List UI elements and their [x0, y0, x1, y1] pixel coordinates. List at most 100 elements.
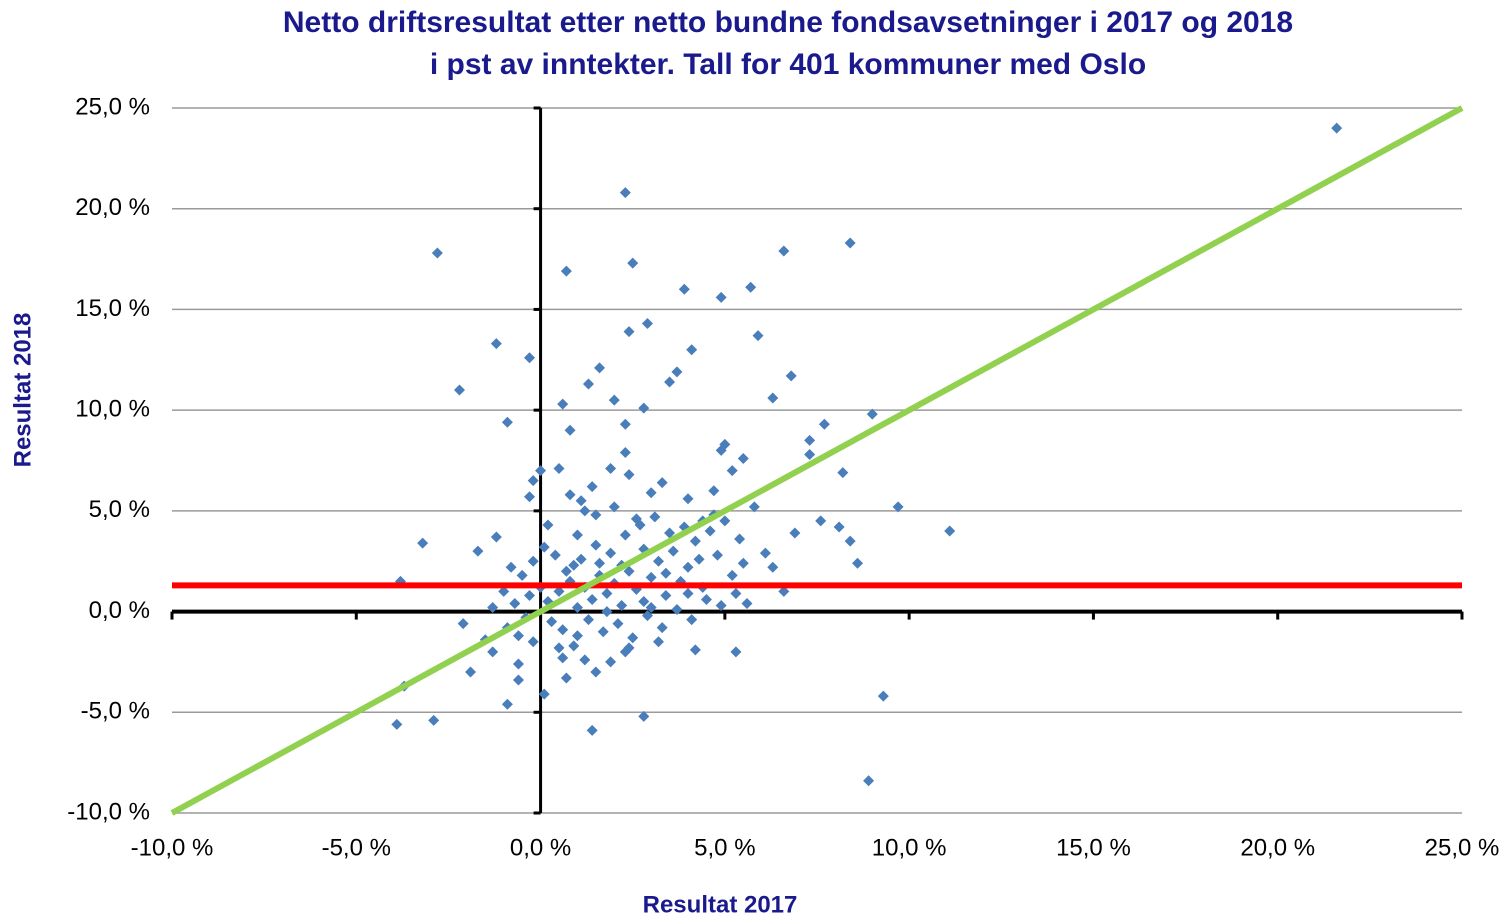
- point: [711, 549, 723, 561]
- point: [619, 418, 631, 430]
- point: [616, 600, 628, 612]
- point: [538, 688, 550, 700]
- point: [715, 600, 727, 612]
- point: [630, 513, 642, 525]
- point: [501, 416, 513, 428]
- y-tick-label: 5,0 %: [89, 496, 150, 523]
- point: [457, 618, 469, 630]
- x-tick-label: -10,0 %: [131, 834, 214, 861]
- point: [465, 666, 477, 678]
- point: [704, 525, 716, 537]
- point: [568, 559, 580, 571]
- point: [553, 642, 565, 654]
- point: [752, 330, 764, 342]
- point: [877, 690, 889, 702]
- point: [597, 626, 609, 638]
- point: [623, 469, 635, 481]
- point: [686, 614, 698, 626]
- chart-subtitle: i pst av inntekter. Tall for 401 kommune…: [430, 48, 1146, 81]
- point: [568, 640, 580, 652]
- point: [664, 527, 676, 539]
- point: [627, 257, 639, 269]
- x-tick-label: -5,0 %: [322, 834, 391, 861]
- y-tick-label: 0,0 %: [89, 597, 150, 624]
- point: [560, 565, 572, 577]
- point: [490, 338, 502, 350]
- x-tick-label: 25,0 %: [1425, 834, 1500, 861]
- point: [542, 519, 554, 531]
- point: [767, 392, 779, 404]
- point: [656, 622, 668, 634]
- y-tick-label: 25,0 %: [75, 93, 150, 120]
- point: [601, 587, 613, 599]
- point: [608, 394, 620, 406]
- point: [638, 402, 650, 414]
- point: [678, 283, 690, 295]
- x-tick-label: 5,0 %: [694, 834, 755, 861]
- point: [715, 291, 727, 303]
- point: [689, 535, 701, 547]
- point: [512, 674, 524, 686]
- point: [656, 477, 668, 489]
- point: [590, 539, 602, 551]
- point: [605, 547, 617, 559]
- point: [623, 565, 635, 577]
- point: [472, 545, 484, 557]
- y-axis-title: Resultat 2018: [9, 313, 36, 468]
- point: [645, 487, 657, 499]
- point: [553, 585, 565, 597]
- point: [612, 618, 624, 630]
- point: [682, 493, 694, 505]
- point: [649, 511, 661, 523]
- point: [726, 569, 738, 581]
- point: [844, 237, 856, 249]
- point: [391, 718, 403, 730]
- point: [837, 467, 849, 479]
- point: [852, 557, 864, 569]
- point: [682, 587, 694, 599]
- point: [789, 527, 801, 539]
- point: [686, 344, 698, 356]
- point: [730, 587, 742, 599]
- y-tick-label: 10,0 %: [75, 395, 150, 422]
- point: [623, 326, 635, 338]
- point: [549, 549, 561, 561]
- point: [608, 501, 620, 513]
- point: [619, 529, 631, 541]
- point: [505, 561, 517, 573]
- point: [627, 632, 639, 644]
- point: [818, 418, 830, 430]
- point: [575, 553, 587, 565]
- point: [586, 481, 598, 493]
- point: [671, 366, 683, 378]
- point: [804, 434, 816, 446]
- point: [535, 465, 547, 477]
- chart-title: Netto driftsresultat etter netto bundne …: [283, 6, 1293, 39]
- point: [560, 265, 572, 277]
- y-tick-label: 15,0 %: [75, 295, 150, 322]
- point: [487, 602, 499, 614]
- point: [623, 642, 635, 654]
- y-tick-label: -10,0 %: [67, 798, 150, 825]
- point: [734, 533, 746, 545]
- point: [1331, 122, 1343, 134]
- point: [778, 245, 790, 257]
- point: [512, 658, 524, 670]
- point: [619, 187, 631, 199]
- point: [557, 652, 569, 664]
- point: [594, 557, 606, 569]
- point: [804, 448, 816, 460]
- point: [638, 710, 650, 722]
- point: [512, 630, 524, 642]
- point: [601, 606, 613, 618]
- point: [844, 535, 856, 547]
- point: [605, 463, 617, 475]
- point: [737, 452, 749, 464]
- point: [815, 515, 827, 527]
- point: [524, 589, 536, 601]
- point: [560, 672, 572, 684]
- point: [653, 555, 665, 567]
- point: [564, 424, 576, 436]
- x-tick-label: 10,0 %: [872, 834, 947, 861]
- point: [524, 352, 536, 364]
